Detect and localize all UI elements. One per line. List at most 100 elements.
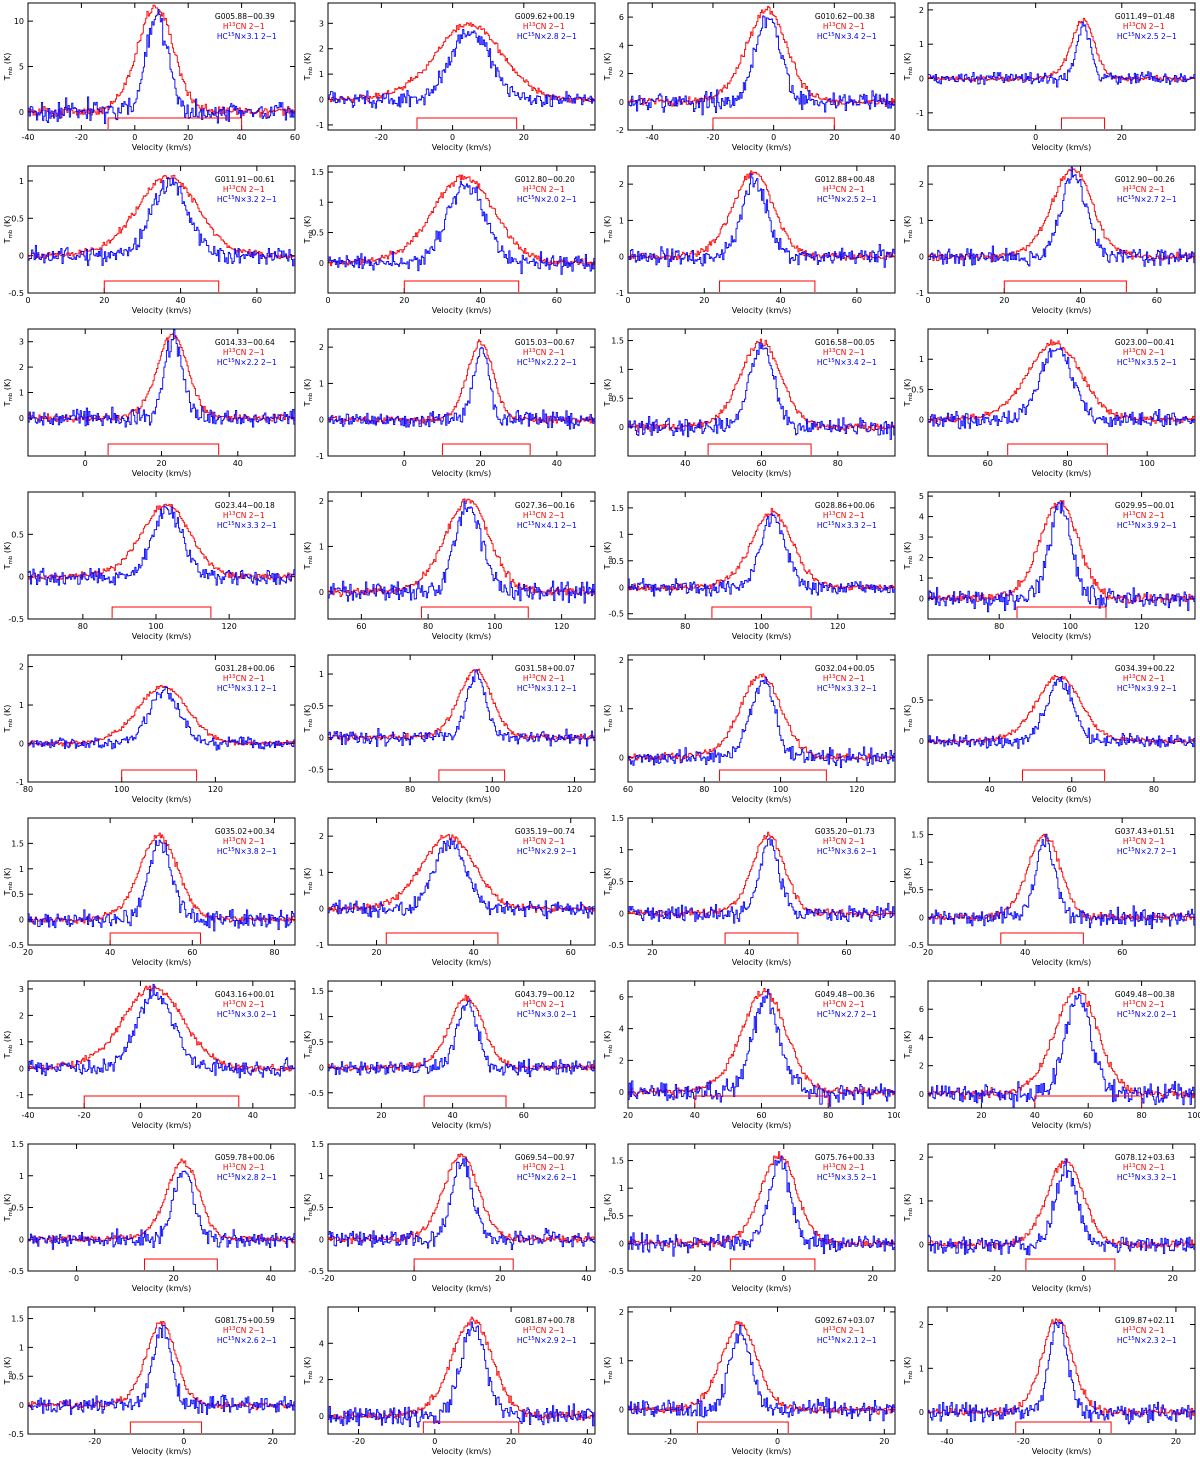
legend-hc15n: HC15N×2.0 2−1 [1117, 1010, 1177, 1019]
legend-hc15n: HC15N×2.7 2−1 [817, 1010, 877, 1019]
y-tick-label: 4 [919, 1033, 924, 1042]
spectrum-panel: 0204060-1012Velocity (km/s)Tmb (K)G012.8… [600, 163, 900, 326]
x-tick-label: -20 [706, 133, 719, 142]
y-tick-label: 1 [319, 70, 324, 79]
y-tick-label: 0 [619, 1088, 624, 1097]
integration-window [404, 281, 518, 292]
legend-hc15n: HC15N×2.5 2−1 [1117, 32, 1177, 41]
y-tick-label: 0 [19, 1401, 24, 1410]
y-axis-label: Tmb (K) [903, 216, 914, 245]
y-tick-label: -0.5 [8, 289, 24, 298]
y-tick-label: 1 [319, 379, 324, 388]
y-tick-label: 1 [619, 530, 624, 539]
x-tick-label: 100 [1063, 622, 1078, 631]
legend-h13cn: H13CN 2−1 [223, 1000, 265, 1009]
legend-hc15n: HC15N×3.5 2−1 [817, 1173, 877, 1182]
x-tick-label: -20 [988, 1274, 1001, 1283]
x-tick-label: 40 [1075, 296, 1085, 305]
x-tick-label: 20 [699, 296, 709, 305]
y-tick-label: 4 [919, 513, 924, 522]
x-tick-label: 100 [1140, 459, 1155, 468]
source-name: G023.44−00.18 [215, 501, 275, 510]
x-axis-label: Velocity (km/s) [732, 1447, 791, 1456]
integration-window [1008, 444, 1108, 455]
x-axis-label: Velocity (km/s) [432, 1447, 491, 1456]
y-tick-label: 1 [319, 1172, 324, 1181]
y-tick-label: 0 [919, 737, 924, 746]
x-tick-label: 60 [1152, 296, 1162, 305]
legend-h13cn: H13CN 2−1 [823, 1326, 865, 1335]
legend-hc15n: HC15N×3.9 2−1 [1117, 521, 1177, 530]
x-axis-label: Velocity (km/s) [432, 632, 491, 641]
source-name: G005.88−00.39 [215, 12, 275, 21]
y-tick-label: 2 [319, 832, 324, 841]
x-tick-label: 40 [105, 948, 115, 957]
integration-window [1022, 770, 1104, 781]
x-tick-label: 40 [248, 1111, 258, 1120]
y-axis-label: Tmb (K) [303, 1031, 314, 1060]
x-tick-label: 0 [450, 133, 455, 142]
x-tick-label: 100 [887, 1111, 900, 1120]
y-tick-label: 3 [19, 985, 24, 994]
legend-h13cn: H13CN 2−1 [823, 22, 865, 31]
x-axis-label: Velocity (km/s) [732, 469, 791, 478]
y-tick-label: 0.5 [311, 702, 324, 711]
spectrum-panel: 80100120-0.500.51Velocity (km/s)Tmb (K)G… [300, 652, 600, 815]
y-tick-label: -0.5 [608, 1267, 624, 1276]
y-tick-label: 1.5 [611, 504, 624, 513]
x-tick-label: 20 [156, 459, 166, 468]
integration-window [1001, 933, 1084, 944]
x-tick-label: 80 [699, 785, 709, 794]
legend-h13cn: H13CN 2−1 [523, 348, 565, 357]
x-tick-label: 80 [23, 785, 33, 794]
legend-hc15n: HC15N×3.8 2−1 [217, 847, 277, 856]
y-tick-label: 6 [619, 993, 624, 1002]
source-name: G012.90−00.26 [1115, 175, 1175, 184]
source-name: G043.79−00.12 [515, 990, 575, 999]
x-tick-label: 40 [680, 459, 690, 468]
spectrum-panel: 6080100120012Velocity (km/s)Tmb (K)G032.… [600, 652, 900, 815]
legend-hc15n: HC15N×2.9 2−1 [517, 1336, 577, 1345]
legend-hc15n: HC15N×2.2 2−1 [517, 358, 577, 367]
y-tick-label: 2 [619, 656, 624, 665]
spectrum-panel: 204060-0.500.511.5Velocity (km/s)Tmb (K)… [300, 978, 600, 1141]
legend-hc15n: HC15N×3.2 2−1 [217, 195, 277, 204]
y-tick-label: 0 [919, 1408, 924, 1417]
integration-window [424, 1096, 506, 1107]
y-tick-label: 2 [919, 6, 924, 15]
x-axis-label: Velocity (km/s) [1032, 632, 1091, 641]
x-axis-label: Velocity (km/s) [732, 143, 791, 152]
y-tick-label: 0 [619, 253, 624, 262]
x-axis-label: Velocity (km/s) [132, 1284, 191, 1293]
y-axis-label: Tmb (K) [903, 1357, 914, 1386]
source-name: G109.87+02.11 [1115, 1316, 1175, 1325]
y-axis-label: Tmb (K) [603, 216, 614, 245]
x-tick-label: -20 [688, 1274, 701, 1283]
legend-h13cn: H13CN 2−1 [1123, 1326, 1165, 1335]
x-tick-label: 40 [475, 296, 485, 305]
legend-hc15n: HC15N×3.3 2−1 [1117, 1173, 1177, 1182]
x-tick-label: 80 [823, 1111, 833, 1120]
x-tick-label: 0 [138, 1111, 143, 1120]
x-axis-label: Velocity (km/s) [432, 1284, 491, 1293]
source-name: G059.78+00.06 [215, 1153, 275, 1162]
x-tick-label: 120 [208, 785, 223, 794]
y-tick-label: 0 [619, 98, 624, 107]
y-tick-label: 0 [19, 573, 24, 582]
y-tick-label: 1.5 [311, 1141, 324, 1149]
x-tick-label: 100 [487, 622, 502, 631]
x-tick-label: 20 [1117, 133, 1127, 142]
y-tick-label: 1 [919, 216, 924, 225]
legend-h13cn: H13CN 2−1 [223, 674, 265, 683]
y-tick-label: 4 [619, 1025, 624, 1034]
x-tick-label: 20 [268, 1437, 278, 1446]
y-axis-label: Tmb (K) [303, 379, 314, 408]
integration-window [725, 933, 798, 944]
legend-h13cn: H13CN 2−1 [1123, 674, 1165, 683]
y-tick-label: 1 [19, 1038, 24, 1047]
x-tick-label: 0 [74, 1274, 79, 1283]
x-tick-label: -20 [75, 133, 88, 142]
source-name: G034.39+00.22 [1115, 664, 1175, 673]
y-axis-label: Tmb (K) [303, 216, 314, 245]
